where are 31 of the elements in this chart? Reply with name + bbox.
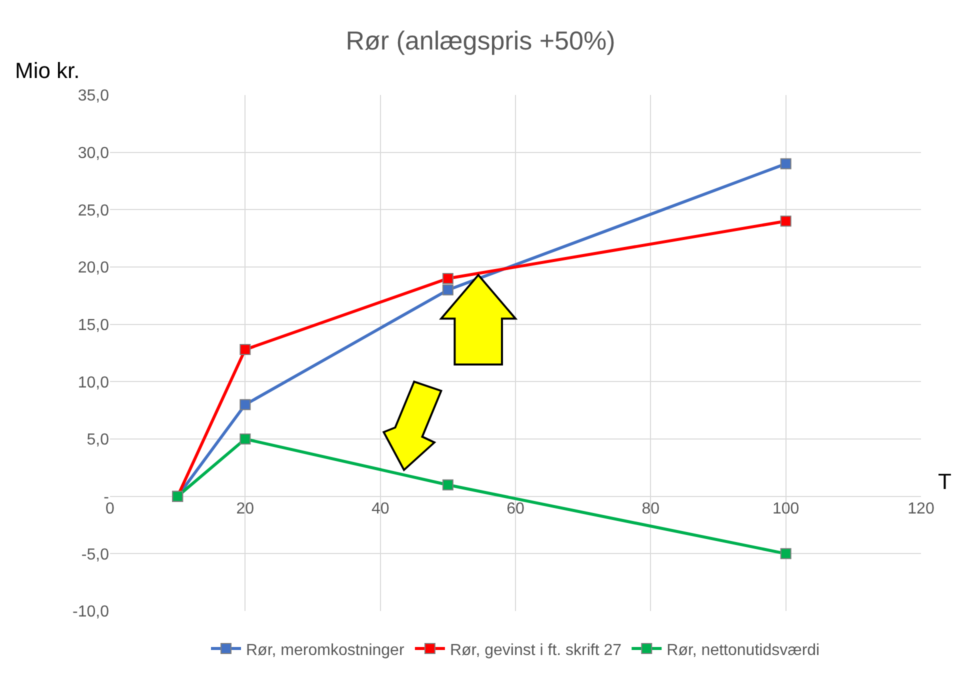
x-tick-label: 100 [772, 500, 800, 518]
legend-label: Rør, meromkostninger [246, 642, 405, 659]
point [240, 434, 251, 444]
x-tick-label: 0 [106, 500, 115, 518]
point [240, 344, 251, 356]
x-tick-label: 120 [908, 500, 934, 518]
y-tick-label: 25,0 [78, 202, 110, 220]
y-tick-label: 10,0 [78, 374, 110, 392]
point [442, 272, 454, 284]
legend-label: Rør, nettonutidsværdi [666, 642, 820, 659]
point [780, 548, 792, 560]
y-tick-label: 15,0 [78, 316, 110, 334]
y-axis-title: Mio kr. [15, 58, 80, 83]
y-tick-label: 35,0 [78, 88, 110, 105]
point [442, 479, 454, 490]
y-tick-label: 5,0 [86, 432, 110, 449]
x-tick-label: 80 [642, 500, 660, 518]
y-tick-label: 30,0 [78, 144, 110, 162]
point [780, 216, 792, 227]
point [240, 399, 251, 410]
y-tick-label: -5,0 [81, 546, 110, 564]
y-tick-label: 20,0 [78, 260, 110, 277]
chart-title: Rør (anlægspris +50%) [346, 25, 616, 56]
x-tick-label: 40 [371, 500, 390, 518]
x-tick-label: 60 [506, 500, 524, 518]
x-tick-label: 20 [236, 500, 254, 518]
point [780, 158, 792, 170]
legend-label: Rør, gevinst i ft. skrift 27 [450, 642, 622, 659]
point [442, 284, 454, 296]
x-axis-title: T [938, 469, 952, 494]
y-tick-label: -10,0 [72, 604, 110, 621]
